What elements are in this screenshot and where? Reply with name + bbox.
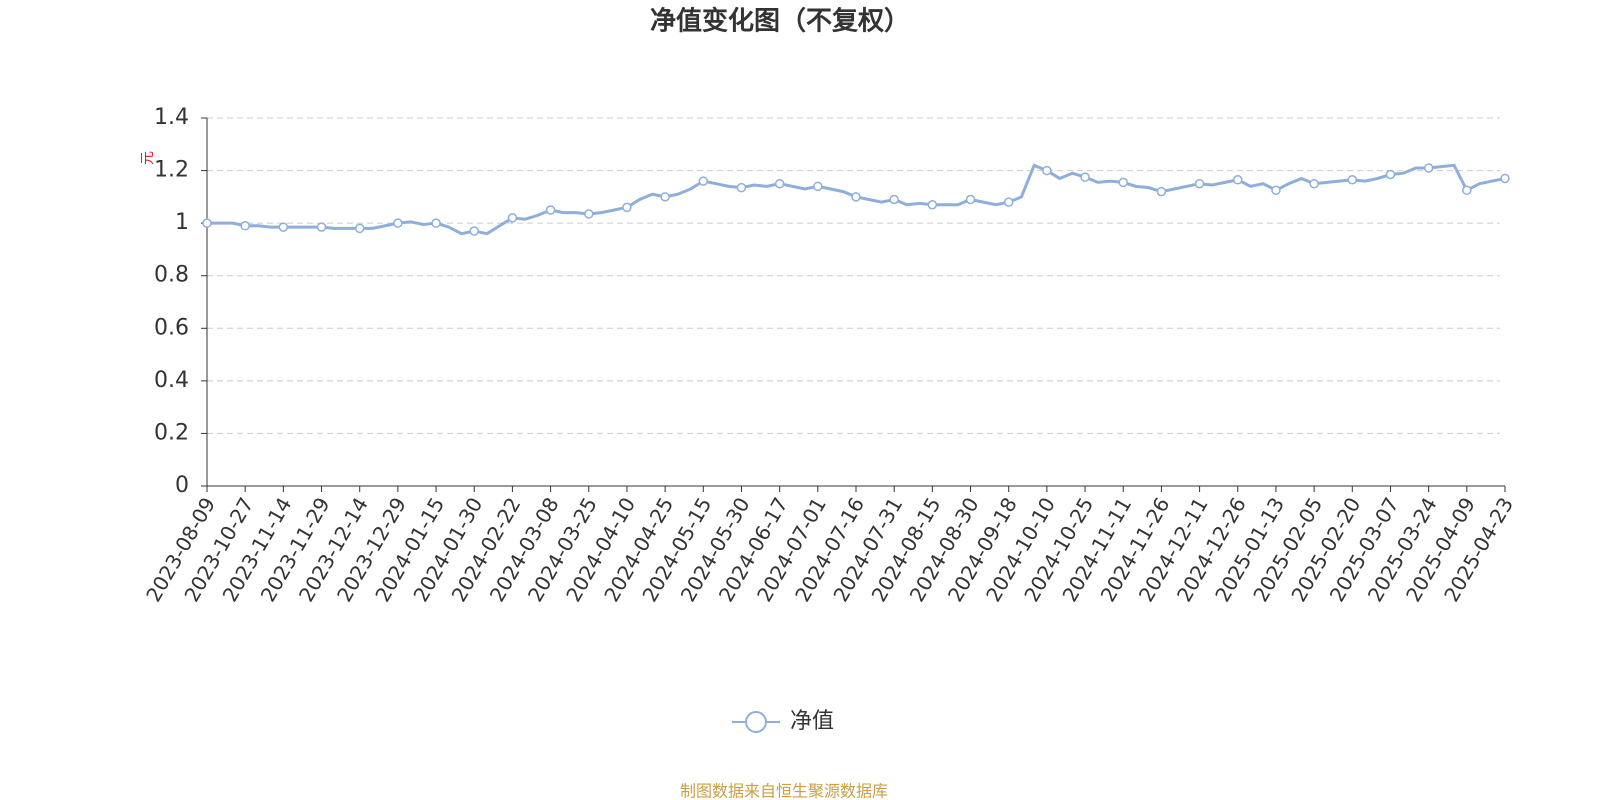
point — [889, 194, 899, 205]
point — [1462, 185, 1472, 196]
point — [1309, 178, 1319, 189]
point — [545, 205, 556, 215]
point — [851, 192, 861, 202]
point — [927, 199, 938, 210]
y-tick-label: 0.4 — [154, 368, 189, 393]
point — [354, 223, 365, 234]
y-tick-label: 0.6 — [154, 315, 189, 340]
point — [1042, 165, 1052, 176]
point — [431, 218, 441, 228]
y-axis-label: 元 — [140, 151, 156, 165]
point — [1080, 172, 1090, 182]
y-tick-label: 1 — [175, 210, 189, 235]
point — [469, 226, 479, 236]
point — [1156, 186, 1167, 197]
y-tick-label: 0.2 — [154, 420, 189, 445]
point — [240, 221, 250, 231]
point — [1194, 178, 1205, 189]
point — [316, 222, 327, 232]
chart-title: 净值变化图（不复权） — [650, 6, 910, 37]
point — [1347, 175, 1358, 185]
point — [278, 222, 289, 232]
point — [1500, 173, 1510, 184]
point — [660, 192, 670, 202]
point — [393, 218, 403, 228]
source-note: 制图数据来自恒生聚源数据库 — [680, 782, 888, 800]
point — [1233, 175, 1243, 185]
legend-marker — [745, 711, 767, 733]
legend-label: 净值 — [790, 709, 834, 734]
point — [813, 181, 823, 192]
point — [584, 209, 594, 219]
point — [1118, 177, 1128, 188]
y-tick-label: 1.4 — [154, 105, 189, 130]
point — [1423, 163, 1434, 173]
point — [1385, 169, 1396, 180]
point — [507, 213, 518, 223]
point — [202, 218, 212, 228]
point — [698, 176, 709, 186]
point — [965, 194, 976, 205]
point — [736, 182, 747, 193]
y-tick-label: 0 — [175, 473, 189, 498]
point — [774, 178, 785, 189]
point — [1271, 185, 1281, 196]
point — [622, 202, 632, 213]
point — [1003, 197, 1014, 207]
y-tick-label: 0.8 — [154, 263, 189, 288]
y-tick-label: 1.2 — [154, 158, 189, 183]
